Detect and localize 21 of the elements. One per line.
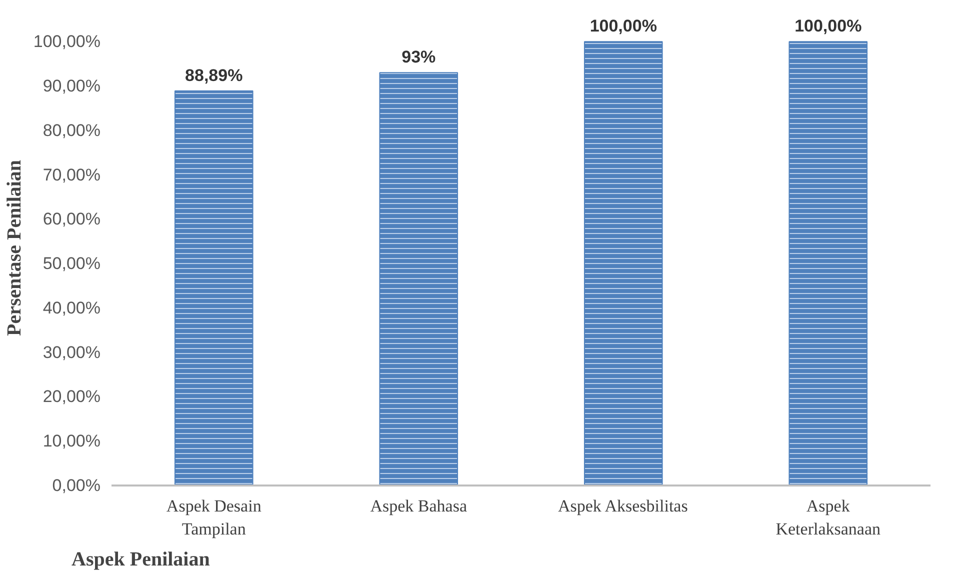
data-label: 100,00% (794, 16, 862, 36)
y-tick-label: 0,00% (52, 476, 100, 495)
y-tick-label: 20,00% (42, 387, 101, 406)
y-tick-label: 40,00% (42, 298, 101, 318)
y-tick-label: 70,00% (42, 165, 101, 184)
y-axis-title: Persentase Penilaian (3, 160, 26, 336)
y-tick-label: 60,00% (42, 210, 101, 229)
x-tick-label: Aspek Bahasa (370, 496, 468, 516)
data-label: 93% (402, 48, 436, 67)
y-tick-label: 50,00% (42, 254, 101, 274)
y-tick-label: 30,00% (42, 342, 101, 362)
data-label: 100,00% (590, 16, 657, 36)
x-tick-label: Aspek Aksesbilitas (558, 496, 688, 516)
y-tick-label: 90,00% (42, 76, 101, 96)
x-tick-label: Aspek Keterlaksanaan (776, 496, 882, 538)
y-tick-label: 10,00% (42, 432, 101, 451)
data-label: 88,89% (185, 66, 243, 85)
x-tick-label: Aspek Desain Tampilan (166, 496, 262, 538)
y-tick-label: 80,00% (42, 120, 101, 140)
y-tick-label: 100,00% (33, 32, 101, 52)
x-axis-title: Aspek Penilaian (72, 548, 210, 570)
